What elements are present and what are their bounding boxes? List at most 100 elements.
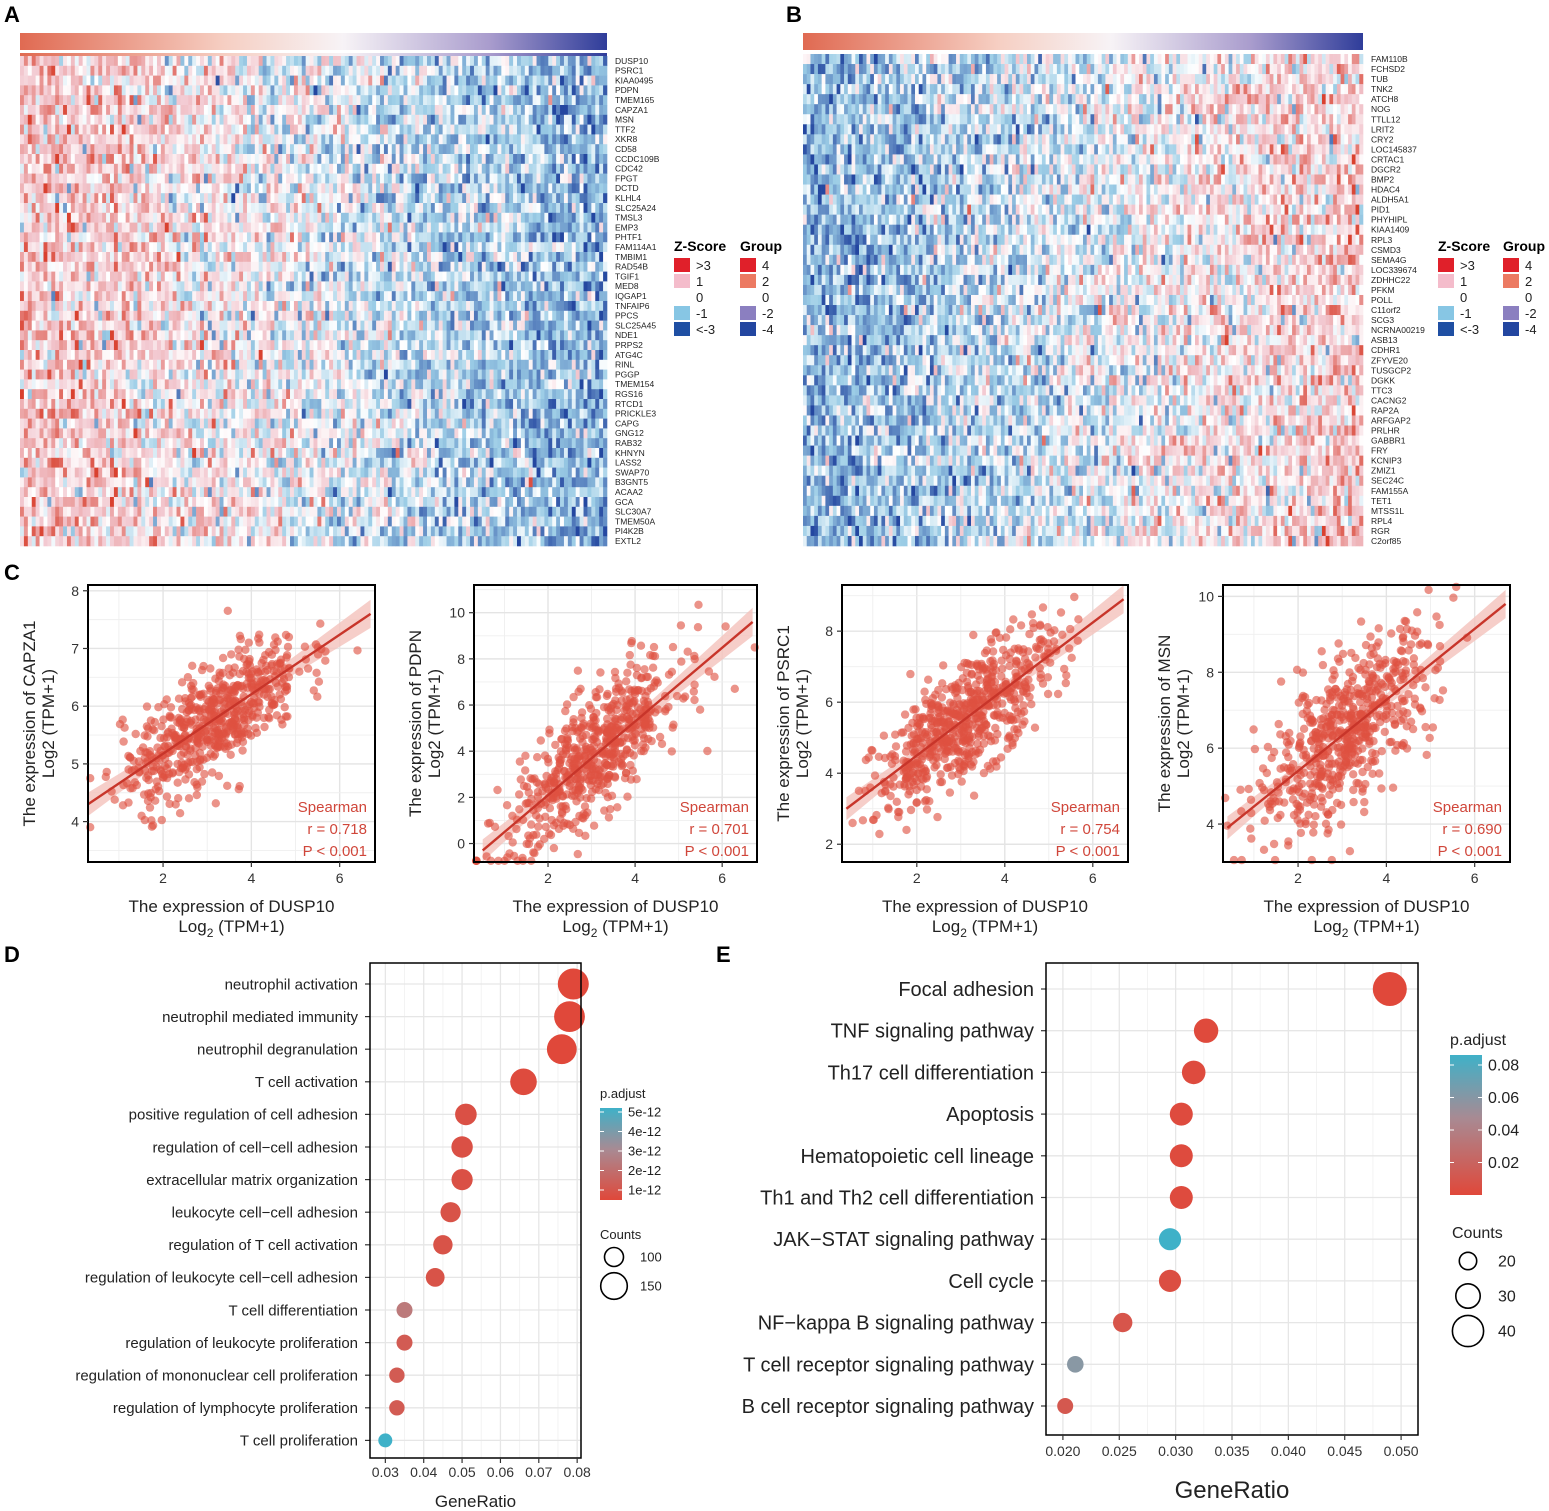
- heat-cell: [505, 95, 510, 106]
- heat-cell: [274, 242, 279, 253]
- heat-cell: [442, 144, 447, 155]
- heat-cell: [340, 232, 346, 243]
- heat-cell: [31, 105, 36, 116]
- heat-cell: [297, 163, 303, 174]
- heat-cell: [231, 212, 236, 223]
- heat-cell: [473, 369, 479, 380]
- heat-cell: [207, 163, 213, 174]
- heat-cell: [137, 291, 142, 302]
- heat-cell: [540, 350, 545, 361]
- heat-cell: [426, 271, 432, 282]
- heat-cell: [509, 252, 514, 263]
- heat-cell: [407, 75, 412, 86]
- heat-cell: [399, 310, 404, 321]
- heat-cell: [243, 193, 248, 204]
- heat-cell: [133, 144, 138, 155]
- heat-cell: [360, 291, 365, 302]
- heat-cell: [403, 144, 408, 155]
- heat-cell: [505, 65, 510, 76]
- heat-cell: [380, 95, 385, 106]
- heat-cell: [47, 95, 52, 106]
- heat-cell: [184, 212, 189, 223]
- heat-cell: [172, 369, 177, 380]
- heat-cell: [591, 163, 596, 174]
- heat-cell: [407, 105, 412, 116]
- heat-cell: [55, 193, 60, 204]
- heat-cell: [223, 183, 228, 194]
- heat-cell: [301, 144, 306, 155]
- heat-cell: [258, 124, 263, 135]
- heat-cell: [168, 301, 173, 312]
- heat-cell: [372, 95, 377, 106]
- heat-cell: [35, 95, 40, 106]
- heat-cell: [454, 222, 459, 233]
- heat-cell: [106, 105, 111, 116]
- heat-cell: [391, 261, 396, 272]
- heat-cell: [505, 154, 510, 165]
- heat-cell: [329, 183, 334, 194]
- heat-cell: [571, 105, 576, 116]
- heat-cell: [516, 193, 522, 204]
- heat-cell: [556, 65, 561, 76]
- heat-cell: [301, 95, 306, 106]
- heat-cell: [305, 271, 310, 282]
- heat-cell: [336, 359, 342, 370]
- heat-cell: [102, 193, 107, 204]
- heat-cell: [243, 330, 248, 341]
- heat-cell: [477, 350, 483, 361]
- heat-cell: [497, 134, 502, 145]
- heat-cell: [336, 350, 342, 361]
- heat-cell: [489, 56, 494, 67]
- heat-cell: [528, 105, 533, 116]
- heat-cell: [524, 281, 530, 292]
- heat-cell: [23, 183, 29, 194]
- heat-cell: [563, 320, 569, 331]
- heat-cell: [172, 212, 177, 223]
- heat-cell: [462, 359, 467, 370]
- heat-cell: [458, 242, 463, 253]
- heat-cell: [203, 183, 209, 194]
- heat-cell: [477, 252, 483, 263]
- heat-cell: [266, 105, 271, 116]
- heat-cell: [43, 65, 48, 76]
- heat-cell: [66, 281, 72, 292]
- heat-cell: [380, 193, 385, 204]
- heat-cell: [403, 340, 408, 351]
- heat-cell: [160, 359, 166, 370]
- heat-cell: [200, 193, 205, 204]
- heat-cell: [94, 56, 99, 67]
- heat-cell: [203, 369, 209, 380]
- heat-cell: [78, 232, 83, 243]
- heat-cell: [188, 310, 193, 321]
- heat-cell: [200, 252, 205, 263]
- heat-cell: [497, 183, 502, 194]
- heat-cell: [360, 85, 365, 96]
- heat-cell: [184, 95, 189, 106]
- heat-cell: [176, 114, 181, 125]
- heat-cell: [196, 291, 201, 302]
- heat-cell: [520, 359, 526, 370]
- heat-cell: [466, 330, 471, 341]
- heat-cell: [153, 340, 158, 351]
- heat-cell: [297, 242, 303, 253]
- heat-cell: [141, 271, 146, 282]
- heat-cell: [176, 75, 181, 86]
- heat-cell: [438, 75, 443, 86]
- heat-cell: [583, 291, 588, 302]
- heat-cell: [360, 183, 365, 194]
- heat-cell: [211, 154, 216, 165]
- heat-cell: [501, 193, 506, 204]
- heat-cell: [528, 144, 533, 155]
- heat-cell: [470, 310, 475, 321]
- heat-cell: [599, 203, 604, 214]
- heat-cell: [567, 261, 573, 272]
- heat-cell: [196, 369, 201, 380]
- heat-cell: [258, 291, 263, 302]
- heat-cell: [98, 232, 103, 243]
- heat-cell: [544, 75, 549, 86]
- heat-cell: [556, 369, 561, 380]
- heat-cell: [340, 350, 346, 361]
- heat-cell: [364, 203, 369, 214]
- heat-cell: [470, 85, 475, 96]
- heat-cell: [430, 232, 436, 243]
